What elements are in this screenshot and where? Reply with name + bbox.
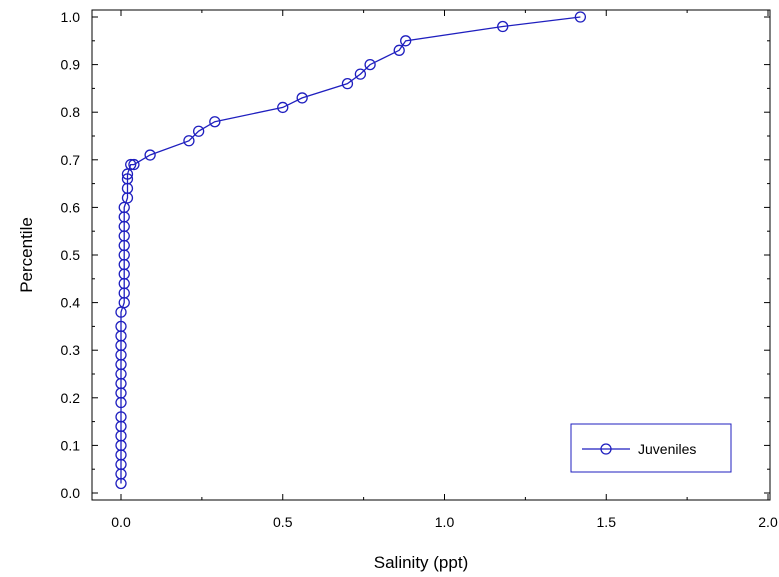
y-tick-label: 0.2	[61, 390, 81, 406]
x-tick-label: 1.5	[597, 514, 617, 530]
y-tick-label: 0.1	[61, 437, 81, 453]
y-tick-label: 0.0	[61, 485, 81, 501]
data-point	[574, 11, 587, 23]
y-tick-label: 0.9	[61, 57, 81, 73]
data-point	[115, 411, 127, 423]
plot-frame	[91, 9, 771, 501]
y-tick-label: 0.7	[61, 152, 81, 168]
axis-ticks	[92, 10, 770, 500]
data-point	[400, 35, 412, 47]
data-point	[497, 20, 509, 33]
data-point	[364, 58, 376, 71]
data-point	[277, 101, 289, 114]
data-point	[192, 125, 205, 137]
data-point	[144, 149, 156, 161]
x-tick-label: 1.0	[435, 514, 455, 530]
data-point	[128, 158, 140, 171]
legend-box	[570, 423, 732, 473]
y-tick-label: 0.3	[61, 342, 81, 358]
y-axis-label: Percentile	[17, 217, 36, 293]
data-point	[341, 77, 354, 90]
data-point	[121, 173, 134, 185]
data-point	[183, 135, 195, 147]
y-tick-label: 1.0	[61, 9, 81, 25]
data-point	[393, 44, 405, 56]
x-tick-label: 0.0	[111, 514, 131, 530]
plot-area	[91, 9, 771, 501]
x-tick-label: 0.5	[273, 514, 293, 530]
x-tick-labels: 0.0 0.5 1.0 1.5 2.0	[111, 514, 778, 530]
series-juveniles	[115, 11, 587, 490]
legend-marker	[600, 443, 612, 455]
data-point	[209, 116, 221, 128]
y-tick-label: 0.4	[61, 295, 81, 311]
x-axis-label: Salinity (ppt)	[374, 553, 468, 572]
y-tick-label: 0.5	[61, 247, 81, 263]
y-tick-label: 0.8	[61, 104, 81, 120]
y-tick-label: 0.6	[61, 199, 81, 215]
y-tick-labels: 0.0 0.1 0.2 0.3 0.4 0.5 0.6 0.7 0.8 0.9 1.0	[61, 9, 81, 501]
data-point	[296, 92, 308, 104]
legend: Juveniles	[570, 423, 732, 473]
data-point	[354, 68, 367, 80]
legend-label-juveniles: Juveniles	[638, 441, 696, 457]
x-tick-label: 2.0	[758, 514, 778, 530]
data-point	[115, 320, 127, 333]
data-point	[125, 158, 137, 171]
